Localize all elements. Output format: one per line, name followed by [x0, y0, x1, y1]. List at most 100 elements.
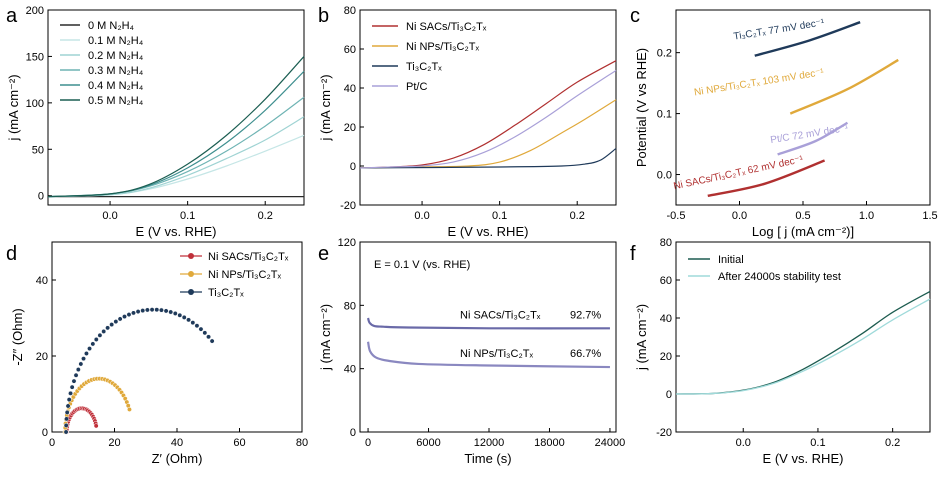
tafel-label-3: Ni SACs/Ti₃C₂Tₓ 62 mV dec⁻¹	[673, 154, 805, 192]
nyquist-point	[158, 307, 164, 313]
series-line-3	[359, 69, 617, 169]
x-tick-label: 0.1	[180, 210, 195, 222]
nyquist-point	[190, 320, 196, 326]
legend-marker	[188, 289, 194, 295]
x-tick-label: 24000	[595, 437, 626, 449]
nyquist-point	[206, 334, 211, 340]
x-axis-label: E (V vs. RHE)	[763, 451, 844, 466]
x-axis-label: E (V vs. RHE)	[136, 224, 217, 239]
x-tick-label: 0	[49, 437, 55, 449]
legend-label: 0 M N₂H₄	[88, 20, 135, 32]
stability-value-0: 92.7%	[570, 309, 601, 321]
y-tick-label: 20	[344, 122, 356, 134]
panel-label: d	[6, 243, 17, 265]
x-tick-label: 20	[108, 437, 120, 449]
x-tick-label: 0.1	[810, 437, 825, 449]
legend-label: 0.5 M N₂H₄	[88, 95, 144, 107]
y-tick-label: 100	[26, 98, 44, 110]
nyquist-point	[131, 310, 136, 316]
nyquist-point	[78, 361, 84, 367]
nyquist-point	[186, 317, 192, 323]
panel-e: 0 6000 12000 18000 24000 0 40 80 120 Time (s) j (m…	[318, 237, 625, 466]
series-line-0	[359, 60, 617, 169]
y-tick-label: -20	[340, 200, 356, 212]
x-tick-label: 0.0	[732, 210, 747, 222]
nyquist-point	[105, 325, 111, 331]
x-tick-label: 6000	[416, 437, 440, 449]
series-line-1	[359, 99, 617, 169]
x-tick-label: 60	[233, 437, 245, 449]
tafel-line-3	[707, 159, 826, 198]
nyquist-point	[127, 407, 132, 412]
panel-b: 0.0 0.1 0.2 -20 0 20 40 60 80 E (V vs. RHE) j (mA …	[318, 5, 617, 239]
y-tick-label: -20	[656, 427, 672, 439]
y-tick-label: 0	[42, 427, 48, 439]
nyquist-point	[81, 356, 86, 362]
panel-label: f	[630, 243, 636, 265]
series-line-5	[47, 56, 305, 198]
nyquist-point	[140, 308, 146, 314]
series-line-0	[675, 290, 931, 395]
nyquist-point	[83, 351, 89, 356]
panel-label: a	[6, 5, 18, 27]
y-axis-label: j (mA cm⁻²)	[318, 304, 333, 371]
y-axis-label: Potential (V vs RHE)	[634, 48, 649, 167]
nyquist-point	[71, 378, 77, 384]
nyquist-point	[172, 311, 178, 316]
nyquist-point	[93, 423, 99, 429]
x-axis-label: Z′ (Ohm)	[152, 451, 203, 466]
panel-d: 0 20 40 60 80 0 20 40 Z′ (Ohm) -Z″ (Ohm) d Ni SACs/…	[6, 241, 308, 466]
nyquist-point	[144, 307, 150, 313]
y-axis-label: j (mA cm⁻²)	[6, 74, 21, 141]
y-tick-label: 0	[350, 161, 356, 173]
plot-frame	[47, 9, 305, 206]
panel-label: b	[318, 5, 329, 27]
nyquist-point	[202, 330, 208, 336]
plot-frame	[675, 241, 931, 433]
nyquist-point	[163, 308, 169, 314]
y-tick-label: 40	[36, 275, 48, 287]
legend-label: Ti₃C₂Tₓ	[208, 287, 244, 299]
series-line-1	[47, 134, 305, 198]
nyquist-point	[181, 314, 187, 320]
y-tick-label: 0	[666, 389, 672, 401]
x-tick-label: -0.5	[667, 210, 686, 222]
y-tick-label: 0.2	[657, 48, 672, 60]
x-tick-label: 18000	[534, 437, 565, 449]
x-axis-label: Log [ j (mA cm⁻²)]	[752, 224, 854, 239]
nyquist-point	[154, 307, 160, 313]
panel-a: 0.0 0.1 0.2 0 50 100 150 200 E (V vs. RHE) j (mA …	[6, 5, 305, 239]
nyquist-point	[194, 323, 200, 329]
x-tick-label: 40	[171, 437, 183, 449]
legend-label: Ni SACs/Ti₃C₂Tₓ	[406, 21, 487, 33]
nyquist-point	[75, 367, 81, 372]
x-tick-label: 12000	[474, 437, 505, 449]
series-line-3	[47, 96, 305, 198]
x-tick-label: 80	[296, 437, 308, 449]
legend-label: Ti₃C₂Tₓ	[406, 61, 442, 73]
stability-label-0: Ni SACs/Ti₃C₂Tₓ	[460, 309, 541, 321]
nyquist-point	[63, 422, 69, 428]
tafel-line-1	[789, 58, 899, 115]
y-tick-label: 120	[338, 237, 356, 249]
y-axis-label: j (mA cm⁻²)	[318, 74, 333, 141]
legend-label: Ni NPs/Ti₃C₂Tₓ	[406, 41, 479, 53]
legend-label: 0.3 M N₂H₄	[88, 65, 144, 77]
y-tick-label: 0	[38, 191, 44, 203]
nyquist-point	[68, 390, 73, 396]
y-tick-label: 40	[660, 313, 672, 325]
x-tick-label: 0.0	[736, 437, 751, 449]
y-tick-label: 80	[660, 237, 672, 249]
nyquist-point	[64, 416, 70, 422]
tafel-line-0	[754, 21, 861, 57]
stability-line-0	[366, 317, 610, 330]
legend-label: Pt/C	[406, 81, 427, 93]
y-tick-label: 80	[344, 5, 356, 17]
y-tick-label: 60	[660, 275, 672, 287]
y-tick-label: 50	[32, 144, 44, 156]
stability-line-1	[366, 341, 610, 369]
nyquist-point	[135, 309, 141, 315]
y-axis-label: j (mA cm⁻²)	[634, 304, 649, 371]
x-tick-label: 0.2	[885, 437, 900, 449]
y-tick-label: 20	[36, 351, 48, 363]
